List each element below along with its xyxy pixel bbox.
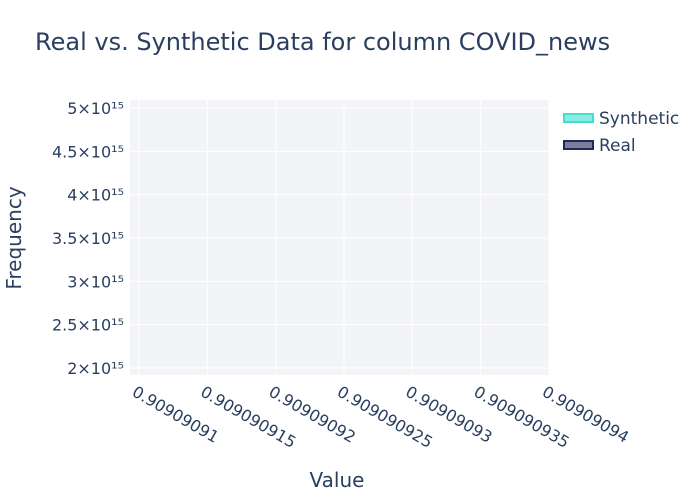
y-tick-label: 3.5×10¹⁵ bbox=[52, 229, 124, 248]
y-axis-title: Frequency bbox=[2, 186, 26, 289]
y-tick-label: 2.5×10¹⁵ bbox=[52, 316, 124, 335]
y-grid bbox=[130, 107, 549, 369]
legend-swatch bbox=[563, 140, 594, 150]
legend-label: Real bbox=[599, 136, 636, 156]
x-axis-title: Value bbox=[310, 468, 365, 492]
legend: Synthetic Real bbox=[563, 109, 679, 156]
y-tick-label: 5×10¹⁵ bbox=[67, 99, 124, 118]
legend-swatch bbox=[563, 113, 594, 123]
y-tick-labels: 2×10¹⁵ 2.5×10¹⁵ 3×10¹⁵ 3.5×10¹⁵ 4×10¹⁵ 4.5×10… bbox=[52, 99, 124, 378]
x-tick-labels: 0.909090910.9090909150.909090920.9090909… bbox=[129, 382, 632, 452]
y-tick-label: 4×10¹⁵ bbox=[67, 186, 124, 205]
chart-title: Real vs. Synthetic Data for column COVID… bbox=[35, 28, 610, 56]
y-tick-label: 3×10¹⁵ bbox=[67, 272, 124, 291]
y-tick-label: 2×10¹⁵ bbox=[67, 359, 124, 378]
legend-label: Synthetic bbox=[599, 109, 679, 129]
y-tick-label: 4.5×10¹⁵ bbox=[52, 142, 124, 161]
